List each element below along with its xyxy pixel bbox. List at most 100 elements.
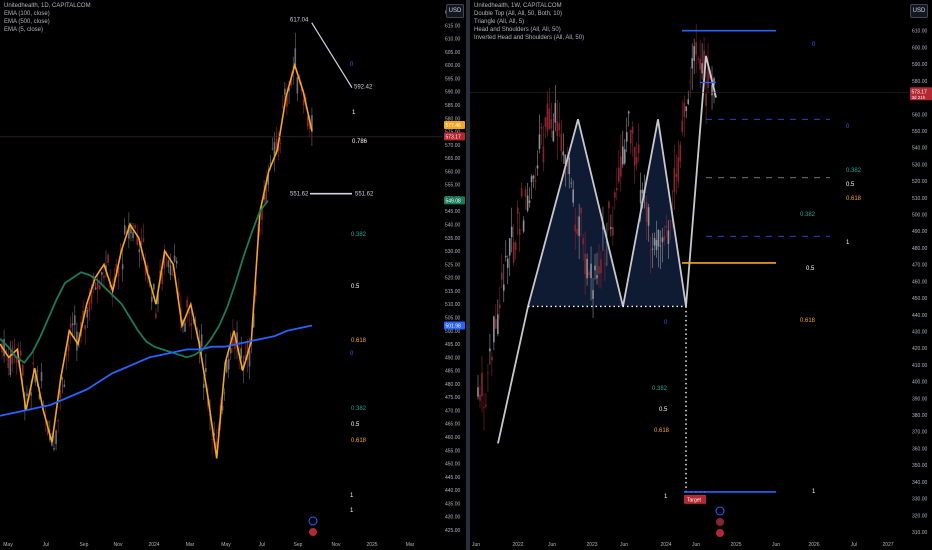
left-candle-body (225, 359, 228, 373)
right-x-tick: Jun (548, 542, 556, 548)
right-legend-symbol[interactable]: Unitedhealth, 1W, CAPITALCOM (474, 3, 562, 9)
right-candle-body (663, 236, 666, 241)
left-trend-line[interactable] (309, 19, 353, 89)
split-icon[interactable] (716, 518, 724, 526)
left-currency-button[interactable]: USD (446, 4, 464, 18)
right-legend-triangle[interactable]: Triangle (All, All, 5) (474, 19, 525, 25)
right-chart-pane[interactable]: 610.00600.00590.00580.00570.00560.00550.… (470, 0, 932, 550)
left-y-tick: 495.00 (445, 342, 461, 348)
right-y-tick: 430.00 (912, 329, 928, 335)
left-legend-symbol[interactable]: Unitedhealth, 1D, CAPITALCOM (4, 3, 91, 9)
left-candle-body (265, 183, 267, 203)
right-candle-body (649, 250, 652, 252)
dividend-icon[interactable] (716, 529, 724, 537)
right-y-tick: 400.00 (912, 380, 928, 386)
right-candle-body (572, 189, 574, 203)
right-candle-body (499, 304, 501, 309)
right-y-tick: 610.00 (912, 29, 928, 35)
right-candle-body (526, 195, 529, 211)
left-candle-body (254, 284, 257, 296)
right-legend-inverted-head-shoulders[interactable]: Inverted Head and Shoulders (All, All, 5… (474, 35, 585, 41)
left-candle-body (38, 394, 41, 399)
left-legend-ema100[interactable]: EMA (100, close) (4, 11, 50, 17)
right-candle-body (689, 81, 692, 83)
right-candle-body (580, 207, 582, 214)
target-badge[interactable] (684, 494, 706, 504)
left-price-axis[interactable] (442, 0, 466, 550)
left-ema-5-close--line[interactable] (0, 62, 313, 459)
left-candle-body (248, 351, 251, 367)
left-candle-body (175, 260, 178, 264)
right-fib-label: 0.618 (846, 196, 862, 202)
left-fib-label: 0.5 (351, 284, 360, 290)
right-fib-label: 1 (664, 494, 668, 500)
right-candle-body (534, 179, 537, 182)
left-candle-body (11, 347, 14, 364)
right-candle-body (600, 259, 602, 274)
right-y-tick: 490.00 (912, 229, 928, 235)
left-ema-500-close--line[interactable] (0, 324, 313, 417)
left-candle-body (142, 238, 145, 242)
left-price-tag[interactable] (444, 321, 465, 330)
left-candle-body (190, 323, 193, 326)
left-y-tick: 475.00 (445, 395, 461, 401)
left-ema-100-close--line[interactable] (0, 200, 269, 364)
right-candle-body (703, 50, 705, 77)
left-y-tick: 430.00 (445, 515, 461, 521)
right-y-tick: 340.00 (912, 480, 928, 486)
left-legend-ema500[interactable]: EMA (500, close) (4, 19, 50, 25)
right-x-tick: Jul (851, 542, 857, 548)
right-fib-label: 0.5 (806, 266, 815, 272)
right-y-tick: 520.00 (912, 179, 928, 185)
left-y-tick: 585.00 (445, 103, 461, 109)
left-candle-body (65, 353, 68, 356)
right-candle-body (502, 284, 505, 291)
left-candle-body (22, 364, 24, 376)
dividend-icon[interactable] (309, 528, 317, 536)
earnings-icon[interactable] (715, 506, 725, 516)
right-chart-canvas[interactable]: 610.00600.00590.00580.00570.00560.00550.… (470, 0, 932, 550)
left-candle-body (74, 315, 76, 325)
left-candle-body (184, 322, 186, 332)
left-price-tag[interactable] (444, 121, 465, 130)
left-legend-ema5[interactable]: EMA (5, close) (4, 27, 44, 33)
right-candle-body (564, 154, 567, 164)
right-candle-body (558, 123, 561, 131)
right-candle-body (495, 319, 497, 329)
right-candle-body (584, 253, 586, 275)
left-x-tick: May (3, 542, 13, 548)
right-currency-button[interactable]: USD (910, 4, 928, 18)
right-candle-body (608, 201, 610, 209)
right-legend-double-top[interactable]: Double Top (All, All, 50, Both, 10) (474, 11, 562, 17)
left-candle-body (36, 370, 39, 372)
left-chart-pane[interactable]: 620.00615.00610.00605.00600.00595.00590.… (0, 0, 466, 550)
right-candle-body (639, 190, 642, 204)
right-y-tick: 350.00 (912, 463, 928, 469)
right-candle-body (614, 192, 616, 198)
left-y-tick: 555.00 (445, 183, 461, 189)
left-price-tag[interactable] (444, 196, 465, 205)
left-y-tick: 490.00 (445, 355, 461, 361)
right-candle-body (556, 121, 559, 137)
left-candle-body (98, 285, 101, 290)
left-price-tag[interactable] (444, 132, 465, 141)
left-candle-body (19, 350, 22, 356)
left-candle-body (59, 389, 62, 399)
pane-divider[interactable] (466, 0, 470, 550)
right-candle-body (540, 126, 543, 129)
right-x-tick: Jun (692, 542, 700, 548)
right-candle-body (598, 265, 600, 274)
left-candle-body (261, 207, 263, 220)
pattern-zigzag-line[interactable] (497, 55, 717, 444)
right-price-tag[interactable] (910, 87, 932, 101)
left-chart-canvas[interactable]: 620.00615.00610.00605.00600.00595.00590.… (0, 0, 466, 550)
left-y-tick: 540.00 (445, 223, 461, 229)
earnings-icon[interactable] (308, 516, 318, 526)
left-y-tick: 500.00 (445, 329, 461, 335)
right-candle-body (570, 182, 573, 184)
left-candle-body (221, 406, 224, 411)
right-legend-head-shoulders[interactable]: Head and Shoulders (All, All, 50) (474, 27, 561, 33)
right-fib-label: 0 (664, 320, 668, 326)
right-candle-body (590, 263, 592, 279)
right-candle-body (629, 129, 632, 144)
